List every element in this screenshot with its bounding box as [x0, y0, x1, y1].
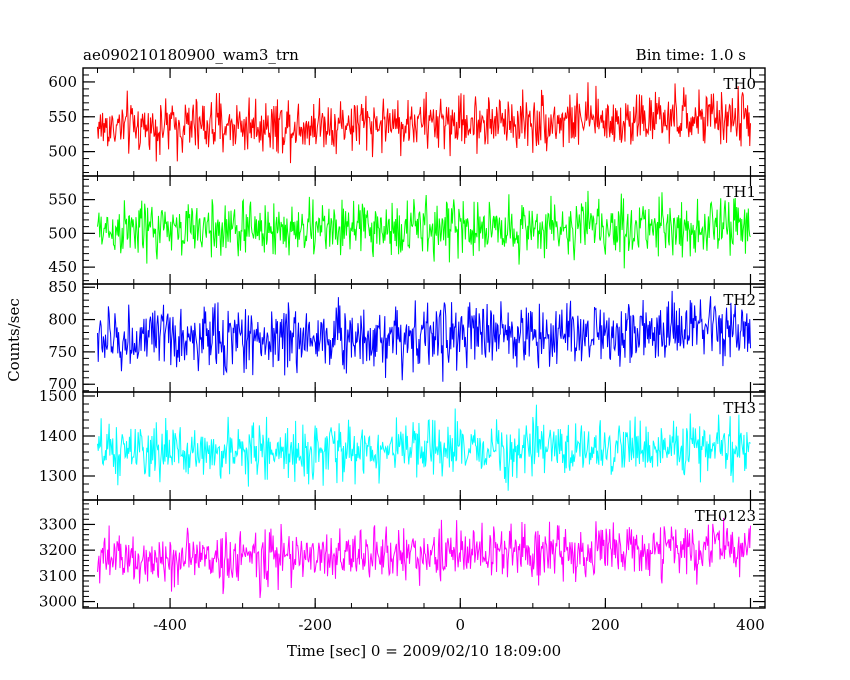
y-tick-label: 550: [48, 108, 77, 126]
panel-th2: 700 750 800 850 TH2: [48, 278, 766, 393]
panel-label: TH2: [723, 291, 756, 309]
series-th1: [97, 190, 751, 269]
y-tick-label: 700: [48, 375, 77, 393]
panel-label: TH1: [723, 183, 756, 201]
y-tick-label: 1300: [39, 467, 77, 485]
y-tick-label: 3200: [39, 541, 77, 559]
y-tick-label: 1500: [39, 387, 77, 405]
x-tick-label: 0: [456, 616, 466, 634]
y-tick-label: 500: [48, 143, 77, 161]
y-tick-label: 750: [48, 343, 77, 361]
y-axis-label: Counts/sec: [5, 298, 23, 382]
y-tick-label: 500: [48, 224, 77, 242]
x-tick-label: -200: [298, 616, 332, 634]
x-tick-label: 400: [736, 616, 765, 634]
bin-time-label: Bin time: 1.0 s: [636, 46, 746, 64]
panel-label: TH3: [723, 399, 756, 417]
series-th0123: [97, 518, 751, 598]
y-tick-label: 800: [48, 311, 77, 329]
y-tick-label: 1400: [39, 427, 77, 445]
x-tick-label: -400: [153, 616, 187, 634]
y-tick-label: 550: [48, 191, 77, 209]
series-th3: [97, 404, 751, 491]
y-tick-label: 3000: [39, 593, 77, 611]
x-axis-label: Time [sec] 0 = 2009/02/10 18:09:00: [287, 642, 561, 660]
panel-th1: 450 500 550 TH1: [48, 175, 766, 285]
plot-title: ae090210180900_wam3_trn: [83, 46, 299, 64]
y-tick-label: 850: [48, 278, 77, 296]
panels: 500 550 600 TH0 450 500 550 TH1 700 750 800 850 TH2 1…: [39, 67, 766, 634]
x-tick-label: 200: [591, 616, 620, 634]
y-tick-label: 450: [48, 258, 77, 276]
panel-th0123: 3000 3100 3200 3300 TH0123: [39, 499, 766, 611]
panel-th3: 1300 1400 1500 TH3: [39, 387, 766, 501]
y-tick-label: 3300: [39, 515, 77, 533]
series-th2: [97, 290, 751, 382]
panel-label: TH0123: [695, 507, 756, 525]
y-tick-label: 600: [48, 73, 77, 91]
panel-label: TH0: [723, 75, 756, 93]
y-tick-label: 3100: [39, 567, 77, 585]
series-th0: [97, 82, 751, 164]
panel-th0: 500 550 600 TH0: [48, 67, 766, 177]
